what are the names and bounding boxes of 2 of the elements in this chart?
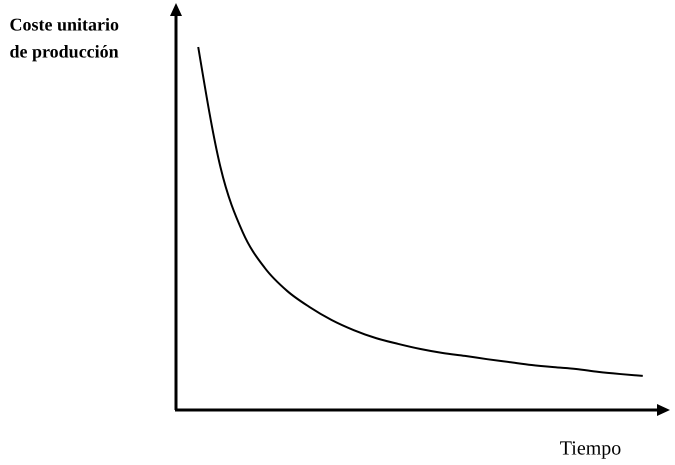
y-axis-title: Coste unitario de producción xyxy=(10,14,119,62)
x-axis-title: Tiempo xyxy=(560,438,622,460)
